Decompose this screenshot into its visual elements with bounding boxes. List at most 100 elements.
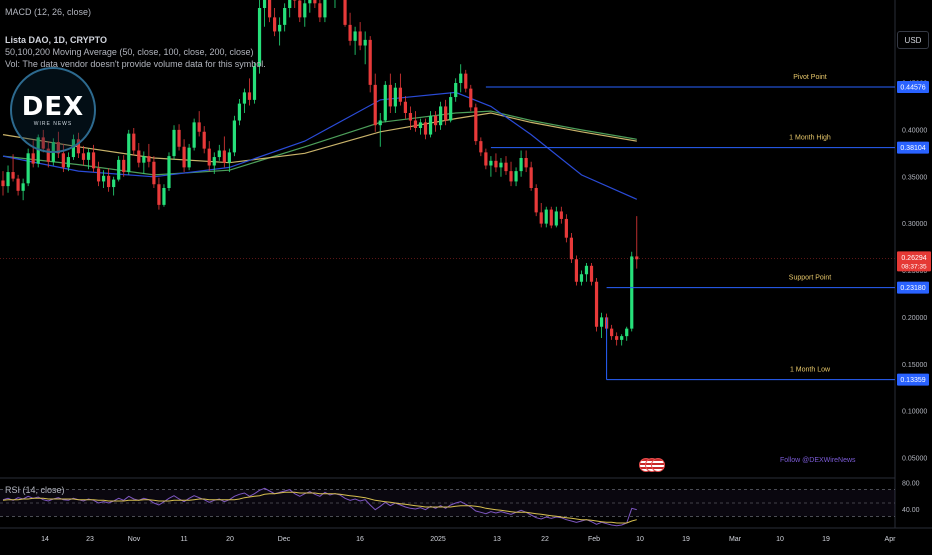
candle-body (298, 0, 302, 18)
candle-body (227, 152, 231, 163)
candle-body (313, 0, 317, 4)
candle-body (514, 171, 518, 182)
x-tick-label: 23 (86, 536, 94, 543)
candle-body (283, 8, 287, 25)
candle-body (398, 87, 402, 102)
x-tick-label: 19 (682, 536, 690, 543)
x-tick-label: 10 (776, 536, 784, 543)
candle-body (102, 175, 106, 182)
candle-body (192, 122, 196, 148)
x-tick-label: Apr (885, 536, 897, 543)
x-tick-label: Dec (278, 536, 291, 543)
candle-body (71, 139, 76, 158)
x-tick-label: 16 (356, 536, 364, 543)
x-tick-label: Mar (729, 536, 742, 543)
y-tick-label: 0.20000 (902, 315, 927, 322)
candle-body (177, 129, 181, 147)
level-label: 1 Month Low (790, 367, 831, 374)
candle-body (303, 3, 307, 18)
last-price-badge (897, 251, 931, 272)
x-tick-label: 10 (636, 536, 644, 543)
candle-body (26, 153, 30, 184)
x-tick-label: 20 (226, 536, 234, 543)
candle-body (383, 84, 387, 121)
candle-body (499, 162, 503, 168)
candle-body (428, 115, 433, 135)
candle-body (549, 209, 553, 226)
candle-body (610, 328, 614, 337)
candle-body (278, 24, 282, 32)
us-flag-icon (651, 458, 665, 472)
candle-body (368, 39, 372, 85)
x-tick-label: 14 (41, 536, 49, 543)
x-tick-label: 19 (822, 536, 830, 543)
candle-body (207, 148, 211, 166)
level-badge (897, 373, 929, 386)
countdown-text: 08:37:35 (901, 263, 927, 270)
candle-body (262, 0, 267, 8)
candle-body (564, 218, 568, 238)
candle-body (66, 157, 70, 168)
candle-body (353, 31, 357, 41)
level-label: Support Point (789, 275, 831, 282)
candle-body (152, 161, 156, 185)
x-tick-label: Nov (128, 536, 141, 543)
y-tick-label: 0.35000 (902, 174, 927, 181)
rsi-ma-line (2, 491, 637, 524)
candle-body (46, 148, 50, 162)
y-tick-label: 0.15000 (902, 362, 927, 369)
last-price-text: 0.26294 (901, 255, 926, 262)
candle-body (107, 175, 111, 188)
volume-notice: Vol: The data vendor doesn't provide vol… (5, 59, 266, 69)
candle-body (267, 0, 272, 18)
candle-body (599, 317, 604, 327)
candle-body (1, 180, 5, 187)
candle-body (157, 184, 161, 205)
follow-text: Follow @DEXWireNews (780, 457, 856, 464)
y-tick-label: 0.10000 (902, 409, 927, 416)
candle-body (147, 156, 151, 162)
candle-body (61, 153, 65, 168)
candle-body (469, 88, 473, 108)
candle-body (96, 168, 101, 182)
candle-body (212, 157, 216, 166)
candle-body (318, 3, 322, 18)
candle-body (444, 106, 448, 121)
candle-body (579, 274, 584, 282)
y-tick-label: 0.25000 (902, 268, 927, 275)
candle-body (11, 172, 15, 179)
x-tick-label: Feb (588, 536, 600, 543)
candle-body (504, 162, 508, 172)
candle-body (454, 83, 458, 98)
candle-body (112, 179, 116, 188)
candle-body (569, 237, 573, 260)
y-tick-label: 0.05000 (902, 456, 927, 463)
currency-button[interactable]: USD (897, 31, 929, 49)
candle-body (408, 113, 413, 121)
candle-body (489, 160, 493, 166)
candle-body (378, 120, 382, 126)
dex-logo: DEX WIRE NEWS (10, 67, 96, 153)
candle-body (222, 150, 226, 163)
candle-body (524, 158, 528, 168)
candle-body (247, 92, 252, 100)
flag-icons[interactable] (639, 458, 665, 474)
candle-body (237, 103, 242, 121)
candle-body (21, 183, 25, 191)
candle-body (459, 73, 463, 83)
candle-body (86, 152, 91, 160)
x-tick-label: 2025 (430, 536, 446, 543)
candle-body (242, 92, 247, 104)
candle-body (439, 106, 443, 126)
candle-body (625, 328, 629, 337)
candle-body (202, 131, 206, 149)
candle-body (589, 265, 594, 282)
level-badge (897, 281, 929, 294)
level-label: 1 Month High (789, 135, 831, 142)
candle-body (574, 259, 579, 282)
candle-body (534, 188, 538, 213)
candle-body (423, 122, 428, 135)
candle-body (620, 336, 624, 340)
candle-body (363, 39, 367, 46)
